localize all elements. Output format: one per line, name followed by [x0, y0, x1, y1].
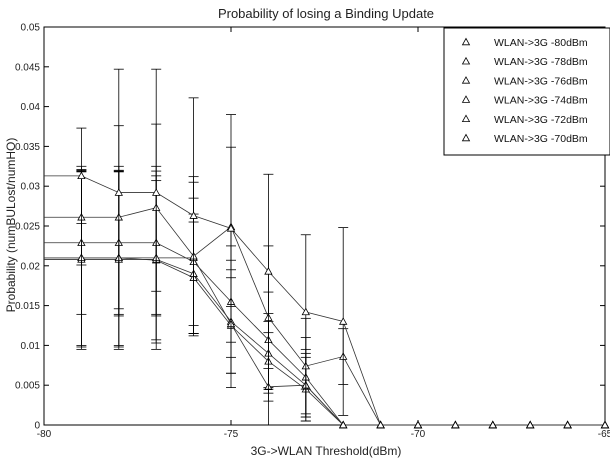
data-point-triangle [152, 188, 161, 196]
legend-marker-triangle [461, 133, 471, 142]
data-point-triangle [451, 420, 460, 429]
x-tick-label: -75 [224, 429, 239, 440]
x-tick-label: -70 [411, 429, 426, 440]
data-point-triangle [189, 211, 198, 219]
y-tick-label: 0.05 [21, 23, 41, 34]
y-tick-label: 0.035 [15, 142, 40, 153]
y-tick-label: 0.01 [21, 341, 41, 352]
data-point-triangle [600, 420, 610, 429]
legend: WLAN->3G -80dBm WLAN->3G -78dBm WLAN->3G -… [443, 27, 610, 156]
y-tick-label: 0.025 [15, 222, 40, 233]
y-tick-label: 0.005 [15, 381, 40, 392]
legend-entry-label: WLAN->3G -70dBm [494, 133, 588, 145]
y-axis-label: Probability (numBULost/numHO) [4, 138, 18, 313]
y-tick-label: 0 [34, 421, 40, 432]
chart-title: Probability of losing a Binding Update [218, 6, 434, 21]
legend-marker-triangle [461, 37, 471, 46]
y-tick-label: 0.02 [21, 261, 41, 272]
legend-entry-label: WLAN->3G -76dBm [494, 75, 588, 87]
data-point-triangle [563, 420, 572, 429]
data-point-triangle [488, 420, 497, 429]
legend-marker-triangle [461, 56, 471, 65]
data-point-triangle [301, 307, 310, 316]
plot-area: -80 -75 -70 -65 0 0.005 0.01 0.015 0.02 0.025 0.03… [15, 23, 610, 441]
data-point-triangle [339, 420, 348, 429]
legend-box [443, 27, 610, 156]
series-line-2 [44, 242, 605, 426]
legend-marker-triangle [461, 95, 471, 103]
legend-entry-label: WLAN->3G -80dBm [494, 37, 588, 49]
data-point-triangle [526, 420, 535, 429]
x-tick-label: -80 [37, 429, 52, 440]
legend-entry-label: WLAN->3G -78dBm [494, 56, 588, 68]
x-axis-label: 3G->WLAN Threshold(dBm) [251, 444, 402, 458]
series-line-3 [44, 257, 605, 426]
series-line-5 [44, 175, 605, 426]
y-tick-label: 0.04 [21, 102, 41, 113]
data-point-triangle [226, 224, 236, 232]
legend-marker-triangle [461, 76, 471, 84]
data-point-triangle [376, 420, 385, 429]
series-line-0 [44, 257, 605, 426]
legend-entry-label: WLAN->3G -74dBm [494, 95, 588, 107]
legend-entry-label: WLAN->3G -72dBm [494, 114, 588, 126]
data-point-triangle [77, 171, 86, 180]
x-tick-label: -65 [598, 429, 610, 440]
y-tick-label: 0.03 [21, 182, 41, 193]
data-point-triangle [114, 188, 123, 196]
y-tick-label: 0.015 [15, 301, 40, 312]
data-point-triangle [264, 267, 273, 275]
legend-marker-triangle [461, 114, 471, 122]
data-point-triangle [413, 420, 423, 429]
y-tick-label: 0.045 [15, 62, 40, 73]
data-point-triangle [339, 317, 348, 325]
series-line-1 [44, 259, 605, 426]
